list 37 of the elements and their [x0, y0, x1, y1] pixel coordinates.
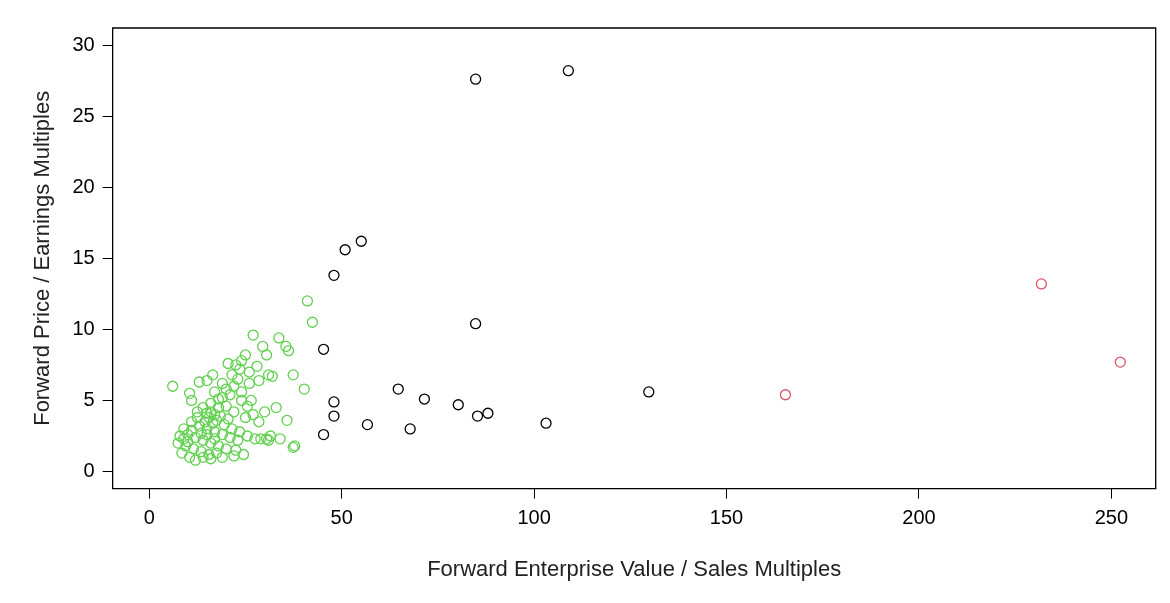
- y-tick-label: 5: [83, 387, 95, 410]
- point: [392, 383, 404, 395]
- x-tick-label: 0: [143, 506, 155, 529]
- point: [643, 386, 655, 398]
- y-tick-label: 30: [72, 32, 95, 55]
- point: [482, 407, 494, 419]
- y-tick-label: 20: [72, 174, 95, 197]
- point: [404, 423, 416, 435]
- point: [540, 417, 552, 429]
- point: [469, 73, 482, 85]
- point: [469, 318, 482, 330]
- point: [779, 389, 792, 401]
- point: [418, 393, 431, 405]
- point: [562, 65, 575, 77]
- point: [317, 428, 330, 441]
- point: [328, 410, 340, 422]
- y-axis-title: Forward Price / Earnings Multiples: [29, 90, 55, 426]
- point: [328, 396, 340, 408]
- y-tick-label: 10: [72, 316, 95, 339]
- x-tick-label: 50: [330, 506, 353, 529]
- x-tick-label: 100: [517, 506, 551, 529]
- x-tick-label: 250: [1094, 506, 1129, 529]
- point: [452, 399, 464, 411]
- x-tick-label: 150: [709, 506, 744, 529]
- y-tick-label: 0: [83, 459, 95, 482]
- point: [1114, 356, 1126, 368]
- point: [328, 269, 340, 282]
- x-tick-label: 200: [902, 506, 936, 529]
- point: [471, 410, 484, 422]
- y-tick-label: 15: [72, 245, 95, 268]
- x-axis-title: Forward Enterprise Value / Sales Multiples: [427, 555, 842, 581]
- y-tick-label: 25: [72, 103, 95, 126]
- point: [317, 343, 330, 355]
- point: [339, 244, 351, 256]
- point: [1035, 278, 1048, 290]
- point: [355, 235, 367, 247]
- point: [361, 418, 374, 431]
